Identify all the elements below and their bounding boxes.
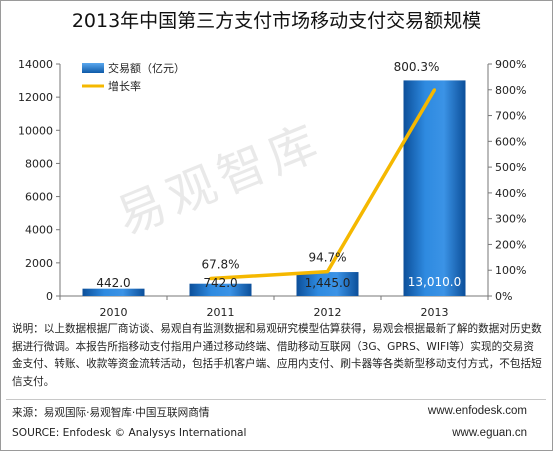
y-tick-label-right: 800%	[495, 84, 526, 97]
y-tick-label-left: 2000	[25, 257, 53, 270]
bar-value-label: 442.0	[96, 276, 130, 290]
growth-point	[209, 277, 212, 281]
y-tick-label-right: 500%	[495, 161, 526, 174]
chart-title: 2013年中国第三方支付市场移动支付交易额规模	[71, 10, 482, 32]
bars	[82, 80, 466, 296]
y-tick-label-right: 600%	[495, 135, 526, 148]
x-tick-label: 2011	[207, 306, 235, 319]
y-tick-label-right: 100%	[495, 264, 526, 277]
y-tick-label-left: 8000	[25, 157, 53, 170]
bar-value-label: 13,010.0	[408, 275, 461, 289]
bar-value-label: 1,445.0	[305, 276, 351, 290]
y-tick-label-left: 14000	[18, 58, 53, 71]
x-tick-label: 2010	[100, 306, 128, 319]
bar	[82, 288, 145, 296]
legend: 交易额（亿元） 增长率	[82, 61, 185, 93]
y-tick-label-left: 12000	[18, 91, 53, 104]
y-tick-label-left: 0	[46, 290, 53, 303]
y-tick-label-right: 400%	[495, 187, 526, 200]
y-tick-label-right: 900%	[495, 58, 526, 71]
y-tick-label-right: 0%	[495, 290, 512, 303]
legend-label-line: 增长率	[108, 79, 141, 93]
y-tick-label-left: 10000	[18, 124, 53, 137]
bar	[296, 272, 359, 296]
site-eguan: www.eguan.cn	[452, 427, 527, 439]
source-cn: 来源：易观国际·易观智库·中国互联网商情	[12, 407, 210, 419]
note-text: 说明：以上数据根据厂商访谈、易观自有监测数据和易观研究模型估算获得，易观会根据最…	[12, 323, 542, 388]
y-tick-label-right: 700%	[495, 110, 526, 123]
bar-value-label: 742.0	[203, 276, 237, 290]
legend-swatch-bar	[82, 63, 104, 73]
x-tick-label: 2012	[314, 306, 342, 319]
bar	[403, 80, 466, 296]
source-en: SOURCE: Enfodesk © Analysys Internationa…	[12, 427, 247, 439]
growth-point	[433, 88, 436, 92]
growth-line	[209, 88, 437, 281]
y-tick-label-left: 4000	[25, 224, 53, 237]
growth-value-label: 67.8%	[201, 258, 239, 272]
growth-value-label: 800.3%	[394, 60, 440, 74]
data-labels: 442.0 742.0 1,445.0 13,010.0 67.8% 94.7% 800.3…	[96, 60, 461, 290]
y-tick-label-left: 6000	[25, 191, 53, 204]
legend-label-bar: 交易额（亿元）	[108, 61, 185, 75]
growth-value-label: 94.7%	[308, 251, 346, 265]
y-tick-label-right: 300%	[495, 213, 526, 226]
y-tick-label-right: 200%	[495, 238, 526, 251]
bar	[189, 283, 252, 296]
site-enfodesk: www.enfodesk.com	[427, 405, 527, 417]
growth-point	[326, 270, 329, 274]
divider	[6, 399, 546, 400]
axes: 0 2000 4000 6000 8000 10000 12000 14000 0% 100% 20…	[18, 58, 526, 319]
x-tick-label: 2013	[421, 306, 449, 319]
